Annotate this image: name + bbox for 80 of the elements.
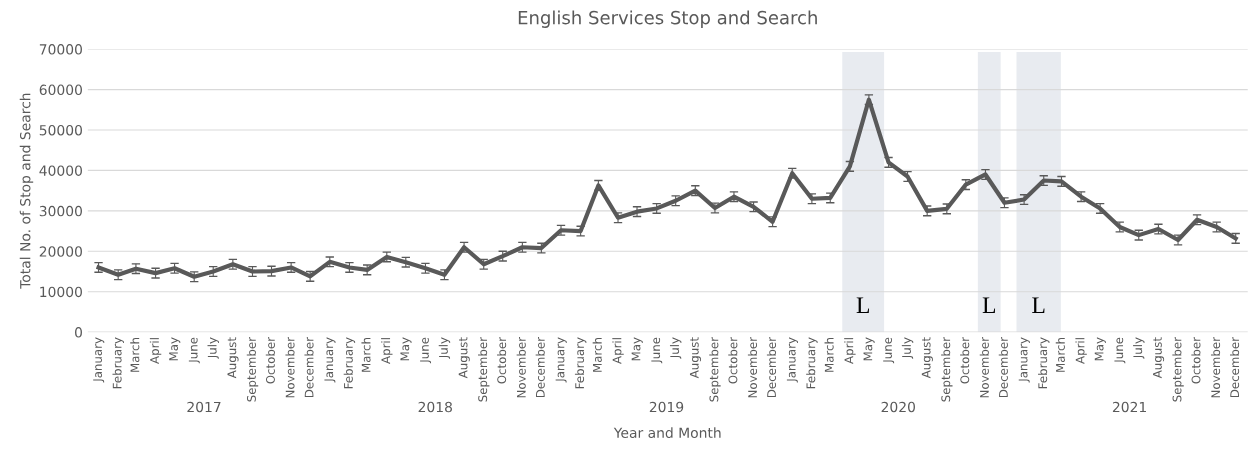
x-tick-label: April xyxy=(149,338,162,364)
x-tick-label: April xyxy=(381,338,393,364)
x-tick-label: November xyxy=(747,337,758,398)
x-tick-label: May xyxy=(169,337,181,361)
band-label: L xyxy=(982,297,996,313)
y-tick-label: 10000 xyxy=(40,286,82,298)
x-tick-label: July xyxy=(669,337,682,359)
x-tick-label: June xyxy=(188,337,200,364)
x-tick-label: February xyxy=(806,337,818,389)
x-tick-label: January xyxy=(555,337,567,383)
x-tick-label: August xyxy=(1153,337,1165,379)
y-tick-label: 50000 xyxy=(39,124,82,136)
x-tick-label: October xyxy=(1191,337,1201,384)
x-tick-label: August xyxy=(227,337,239,379)
x-tick-label: September xyxy=(478,337,490,402)
x-tick-label: December xyxy=(1229,337,1240,398)
x-tick-label: February xyxy=(574,337,587,389)
x-axis-title: Year and Month xyxy=(613,427,721,439)
text: 2019 xyxy=(649,401,684,413)
x-tick-label: March xyxy=(361,338,371,372)
y-tick-label: 70000 xyxy=(39,44,82,55)
x-tick-label: July xyxy=(207,337,219,359)
x-tick-label: March xyxy=(592,338,602,372)
band-label: L xyxy=(856,297,869,313)
text: 2017 xyxy=(187,401,221,413)
x-tick-label: July xyxy=(1133,337,1145,359)
x-tick-label: June xyxy=(651,337,663,364)
x-tick-label: May xyxy=(863,337,875,361)
x-tick-label: October xyxy=(960,337,970,384)
x-tick-label: August xyxy=(921,337,933,379)
x-tick-label: June xyxy=(883,337,895,364)
line-series xyxy=(96,97,1238,279)
text: 2021 xyxy=(1112,401,1146,413)
x-tick-label: May xyxy=(631,337,643,361)
x-tick-label: February xyxy=(112,337,124,389)
x-tick-label: November xyxy=(516,337,526,398)
x-tick-label: September xyxy=(941,337,953,402)
x-tick-label: December xyxy=(998,337,1008,398)
x-tick-label: October xyxy=(265,337,275,384)
x-tick-label: October xyxy=(728,337,738,384)
x-tick-label: December xyxy=(535,337,545,398)
text: 2020 xyxy=(881,401,915,413)
x-tick-label: September xyxy=(246,337,259,402)
text: 2018 xyxy=(418,401,452,413)
x-tick-label: January xyxy=(93,337,105,383)
x-tick-label: June xyxy=(1114,337,1126,364)
x-tick-label: April xyxy=(612,338,624,364)
y-tick-label: 30000 xyxy=(39,205,82,217)
x-tick-label: October xyxy=(497,337,507,384)
x-tick-label: November xyxy=(979,337,989,398)
y-tick-label: 60000 xyxy=(39,84,82,96)
x-tick-label: March xyxy=(1055,338,1065,372)
x-tick-label: April xyxy=(844,338,856,364)
y-axis-title: Total No. of Stop and Search xyxy=(19,93,34,289)
x-tick-label: February xyxy=(343,337,356,389)
x-tick-label: August xyxy=(458,337,470,379)
x-tick-label: August xyxy=(689,337,702,379)
x-tick-label: January xyxy=(1018,337,1030,383)
y-tick-label: 40000 xyxy=(39,165,82,176)
x-tick-label: December xyxy=(766,337,777,398)
x-tick-label: November xyxy=(1210,337,1221,398)
chart-title: English Services Stop and Search xyxy=(518,10,817,28)
x-tick-label: March xyxy=(824,338,834,372)
band-label: L xyxy=(1032,297,1045,313)
y-tick-label: 0 xyxy=(75,327,82,338)
x-tick-label: January xyxy=(786,337,798,383)
x-tick-label: May xyxy=(400,337,412,361)
x-tick-label: November xyxy=(285,337,295,398)
x-tick-label: June xyxy=(420,337,432,364)
x-tick-label: March xyxy=(130,338,140,372)
y-tick-label: 20000 xyxy=(39,246,82,257)
x-tick-label: December xyxy=(304,337,314,398)
x-tick-label: September xyxy=(1172,337,1184,402)
x-tick-label: February xyxy=(1038,337,1050,389)
x-tick-label: July xyxy=(901,337,914,359)
x-tick-label: April xyxy=(1075,338,1087,364)
x-tick-label: January xyxy=(324,337,336,383)
x-tick-label: September xyxy=(709,337,721,402)
x-tick-label: May xyxy=(1094,337,1106,361)
x-tick-label: July xyxy=(438,337,451,359)
